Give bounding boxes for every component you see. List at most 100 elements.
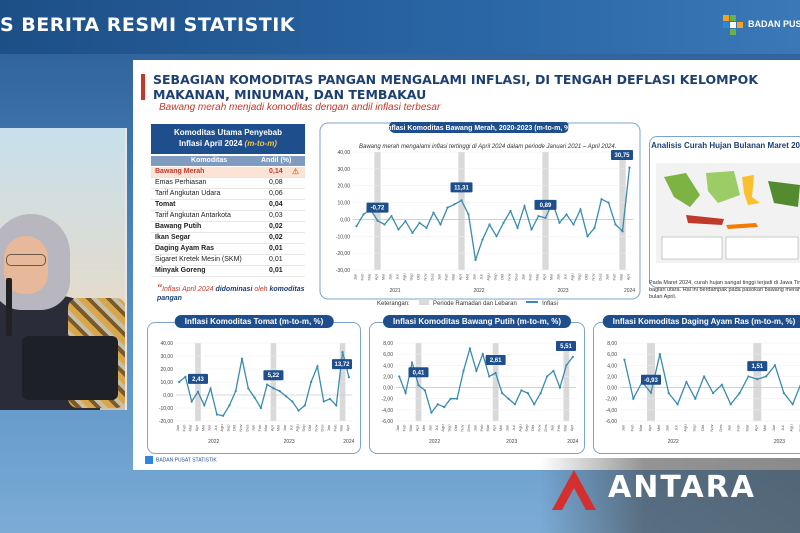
card-daging-ayam-title: Inflasi Komoditas Daging Ayam Ras (m-to-…	[602, 315, 800, 328]
x-tick-label: Sep	[798, 424, 800, 432]
x-tick-label: Feb	[612, 273, 617, 281]
data-point	[632, 397, 635, 400]
series-line	[178, 351, 350, 417]
rainfall-map	[656, 163, 800, 263]
data-point	[520, 389, 523, 392]
card-tomat-title: Inflasi Komoditas Tomat (m-to-m, %)	[174, 315, 334, 328]
x-tick-label: Jan	[175, 425, 180, 431]
data-point	[297, 409, 300, 412]
year-label: 2024	[624, 288, 635, 294]
column-andil: Andil (%)	[261, 157, 292, 164]
x-tick-label: Okt	[530, 424, 535, 431]
y-tick-label: 0,00	[340, 217, 350, 223]
data-point	[488, 223, 491, 226]
table-row: Daging Ayam Ras 0,01	[151, 244, 305, 255]
y-tick-label: 0,00	[383, 386, 393, 392]
data-point	[537, 214, 540, 218]
row-andil: 0,01	[269, 245, 283, 252]
data-point	[738, 392, 741, 395]
x-tick-label: Mar	[339, 424, 344, 432]
data-point	[694, 397, 697, 400]
x-tick-label: Des	[514, 273, 519, 280]
x-tick-label: Sep	[225, 424, 230, 432]
table-row: Ikan Segar 0,02	[151, 233, 305, 244]
x-tick-label: Mei	[465, 274, 470, 281]
x-tick-label: Mar	[535, 273, 540, 281]
data-point	[453, 203, 456, 206]
main-chart-title: Inflasi Komoditas Bawang Merah, 2020-202…	[385, 125, 573, 132]
chart-bawang-merah: Inflasi Komoditas Bawang Merah, 2020-202…	[319, 122, 641, 300]
data-point	[516, 226, 519, 229]
data-point	[558, 221, 561, 224]
x-tick-label: Agu	[402, 273, 407, 280]
data-point	[383, 223, 386, 226]
data-point	[449, 397, 452, 400]
antara-watermark: ANTARA	[608, 470, 756, 505]
x-tick-label: Sep	[301, 424, 306, 432]
data-point	[436, 403, 439, 406]
y-tick-label: 30,00	[160, 354, 173, 360]
series-line	[355, 167, 631, 261]
data-point	[404, 220, 407, 223]
data-point	[203, 404, 206, 407]
x-tick-label: Mar	[367, 273, 372, 281]
data-point	[494, 371, 497, 375]
y-tick-label: 30,00	[337, 167, 350, 173]
callout-label: 5,22	[268, 373, 280, 379]
data-point	[593, 226, 596, 229]
y-tick-label: -10,00	[336, 234, 350, 240]
row-andil: 0,14	[269, 168, 283, 175]
x-tick-label: Mar	[188, 424, 193, 432]
data-point	[565, 213, 568, 216]
y-tick-label: -20,00	[159, 419, 173, 425]
data-point	[481, 353, 484, 356]
data-point	[628, 166, 631, 169]
data-point	[228, 404, 231, 407]
y-tick-label: 20,00	[160, 367, 173, 373]
x-tick-label: Jun	[472, 274, 477, 280]
x-tick-label: Feb	[181, 424, 186, 432]
year-label: 2022	[208, 439, 219, 445]
callout-box	[556, 341, 576, 351]
data-point	[507, 397, 510, 400]
callout-label: 11,31	[454, 185, 469, 191]
data-point	[509, 209, 512, 213]
data-point	[685, 380, 688, 384]
data-point	[474, 258, 477, 261]
x-tick-label: Jan	[521, 274, 526, 280]
callout-box	[485, 355, 506, 366]
data-point	[430, 411, 433, 414]
data-point	[335, 404, 338, 407]
x-tick-label: Jul	[780, 425, 785, 430]
data-point	[284, 395, 288, 398]
y-tick-label: 10,00	[337, 201, 350, 207]
y-tick-label: -2,00	[606, 397, 618, 403]
x-tick-label: Des	[244, 424, 249, 431]
card-daging-ayam: Inflasi Komoditas Daging Ayam Ras (m-to-…	[593, 315, 800, 454]
x-tick-label: Apr	[345, 424, 350, 431]
data-point	[460, 199, 463, 202]
data-point	[530, 228, 533, 231]
callout-label: 1,51	[751, 364, 763, 370]
data-point	[711, 392, 715, 395]
x-tick-label: Okt	[500, 273, 505, 280]
year-label: 2024	[567, 439, 578, 445]
x-tick-label: Feb	[402, 424, 407, 432]
x-tick-label: Feb	[360, 273, 365, 281]
x-tick-label: Sep	[691, 424, 696, 432]
data-point	[676, 403, 679, 406]
x-tick-label: Feb	[629, 424, 634, 432]
data-point	[222, 414, 225, 417]
x-tick-label: Okt	[453, 424, 458, 431]
x-tick-label: Mar	[562, 424, 567, 432]
x-tick-label: Apr	[492, 424, 497, 431]
x-tick-label: Jun	[771, 425, 776, 431]
x-tick-label: Apr	[269, 424, 274, 431]
y-tick-label: -4,00	[606, 408, 618, 414]
callout-label: 30,75	[614, 153, 630, 159]
x-tick-label: Jul	[479, 274, 484, 279]
broadcast-banner	[0, 0, 800, 54]
data-point	[600, 198, 603, 201]
x-tick-label: Mar	[451, 273, 456, 281]
y-tick-label: 20,00	[337, 184, 350, 190]
